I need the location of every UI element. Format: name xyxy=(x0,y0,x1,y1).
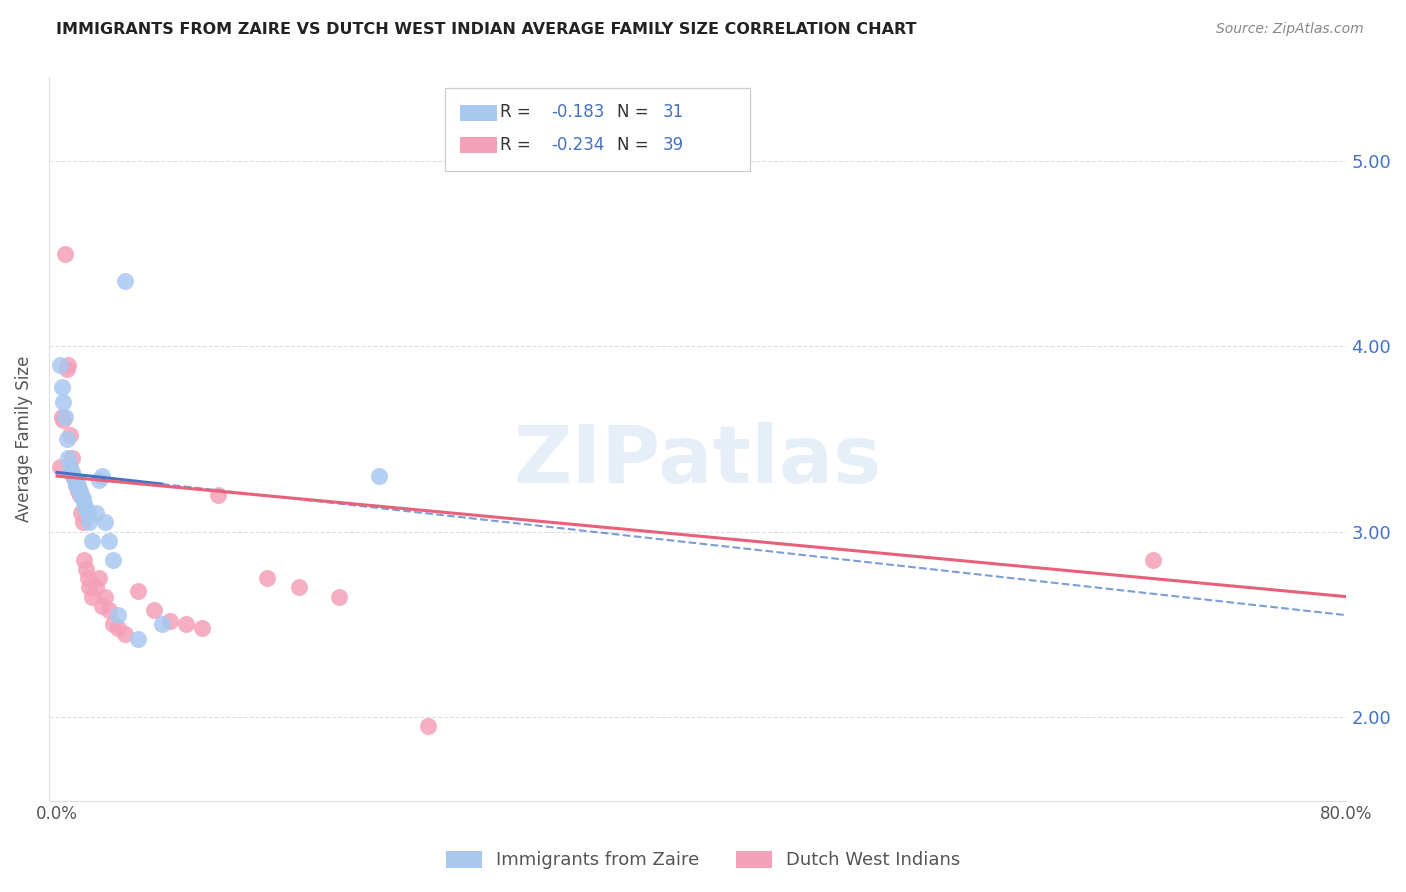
Point xyxy=(416,719,439,733)
Text: ZIPatlas: ZIPatlas xyxy=(513,422,882,500)
Point xyxy=(70,506,93,520)
Point xyxy=(66,478,89,492)
Point xyxy=(63,473,86,487)
Point xyxy=(65,478,87,492)
Point xyxy=(75,502,97,516)
Text: 31: 31 xyxy=(662,103,683,121)
Point xyxy=(63,473,86,487)
Point xyxy=(91,599,114,613)
Point xyxy=(159,614,181,628)
Point xyxy=(174,617,197,632)
Point xyxy=(55,361,77,376)
Point xyxy=(72,491,94,506)
Point xyxy=(94,516,117,530)
Point xyxy=(97,534,120,549)
Point xyxy=(191,621,214,635)
Point xyxy=(49,459,72,474)
Point xyxy=(77,516,100,530)
Text: Source: ZipAtlas.com: Source: ZipAtlas.com xyxy=(1216,22,1364,37)
Point xyxy=(142,602,165,616)
Point xyxy=(1142,552,1164,566)
Text: -0.183: -0.183 xyxy=(551,103,605,121)
Point xyxy=(107,608,129,623)
Point xyxy=(66,483,89,498)
Point xyxy=(127,632,149,647)
Point xyxy=(84,580,107,594)
Bar xyxy=(460,137,496,153)
Bar xyxy=(444,88,749,171)
Point xyxy=(114,626,136,640)
Point xyxy=(150,617,173,632)
Point xyxy=(75,562,97,576)
Point xyxy=(49,358,72,372)
Point xyxy=(62,469,84,483)
Point xyxy=(73,497,96,511)
Point xyxy=(58,358,80,372)
Y-axis label: Average Family Size: Average Family Size xyxy=(15,356,32,522)
Point xyxy=(288,580,311,594)
Point xyxy=(76,571,98,585)
Bar xyxy=(460,105,496,120)
Point xyxy=(103,617,125,632)
Point xyxy=(69,483,91,498)
Point xyxy=(328,590,350,604)
Point xyxy=(87,473,110,487)
Point xyxy=(60,466,83,480)
Point xyxy=(58,450,80,465)
Point xyxy=(107,621,129,635)
Point xyxy=(94,590,117,604)
Point xyxy=(256,571,278,585)
Point xyxy=(65,478,87,492)
Point xyxy=(87,571,110,585)
Point xyxy=(70,488,93,502)
Point xyxy=(76,506,98,520)
Point xyxy=(69,488,91,502)
Text: -0.234: -0.234 xyxy=(551,136,605,153)
Point xyxy=(207,488,229,502)
Text: R =: R = xyxy=(501,136,531,153)
Point xyxy=(114,274,136,288)
Point xyxy=(103,552,125,566)
Point xyxy=(127,584,149,599)
Legend: Immigrants from Zaire, Dutch West Indians: Immigrants from Zaire, Dutch West Indian… xyxy=(437,842,969,879)
Point xyxy=(77,580,100,594)
Point xyxy=(59,428,82,442)
Point xyxy=(59,459,82,474)
Text: 39: 39 xyxy=(662,136,683,153)
Point xyxy=(53,409,76,424)
Point xyxy=(52,395,75,409)
Point xyxy=(72,516,94,530)
Point xyxy=(51,380,73,394)
Point xyxy=(60,450,83,465)
Text: IMMIGRANTS FROM ZAIRE VS DUTCH WEST INDIAN AVERAGE FAMILY SIZE CORRELATION CHART: IMMIGRANTS FROM ZAIRE VS DUTCH WEST INDI… xyxy=(56,22,917,37)
Point xyxy=(84,506,107,520)
Text: R =: R = xyxy=(501,103,531,121)
Point xyxy=(73,552,96,566)
Point xyxy=(55,432,77,446)
Point xyxy=(91,469,114,483)
Text: N =: N = xyxy=(617,136,648,153)
Point xyxy=(82,590,104,604)
Point xyxy=(52,413,75,427)
Point xyxy=(97,602,120,616)
Text: N =: N = xyxy=(617,103,648,121)
Point xyxy=(368,469,391,483)
Point xyxy=(62,469,84,483)
Point xyxy=(82,534,104,549)
Point xyxy=(51,409,73,424)
Point xyxy=(53,246,76,260)
